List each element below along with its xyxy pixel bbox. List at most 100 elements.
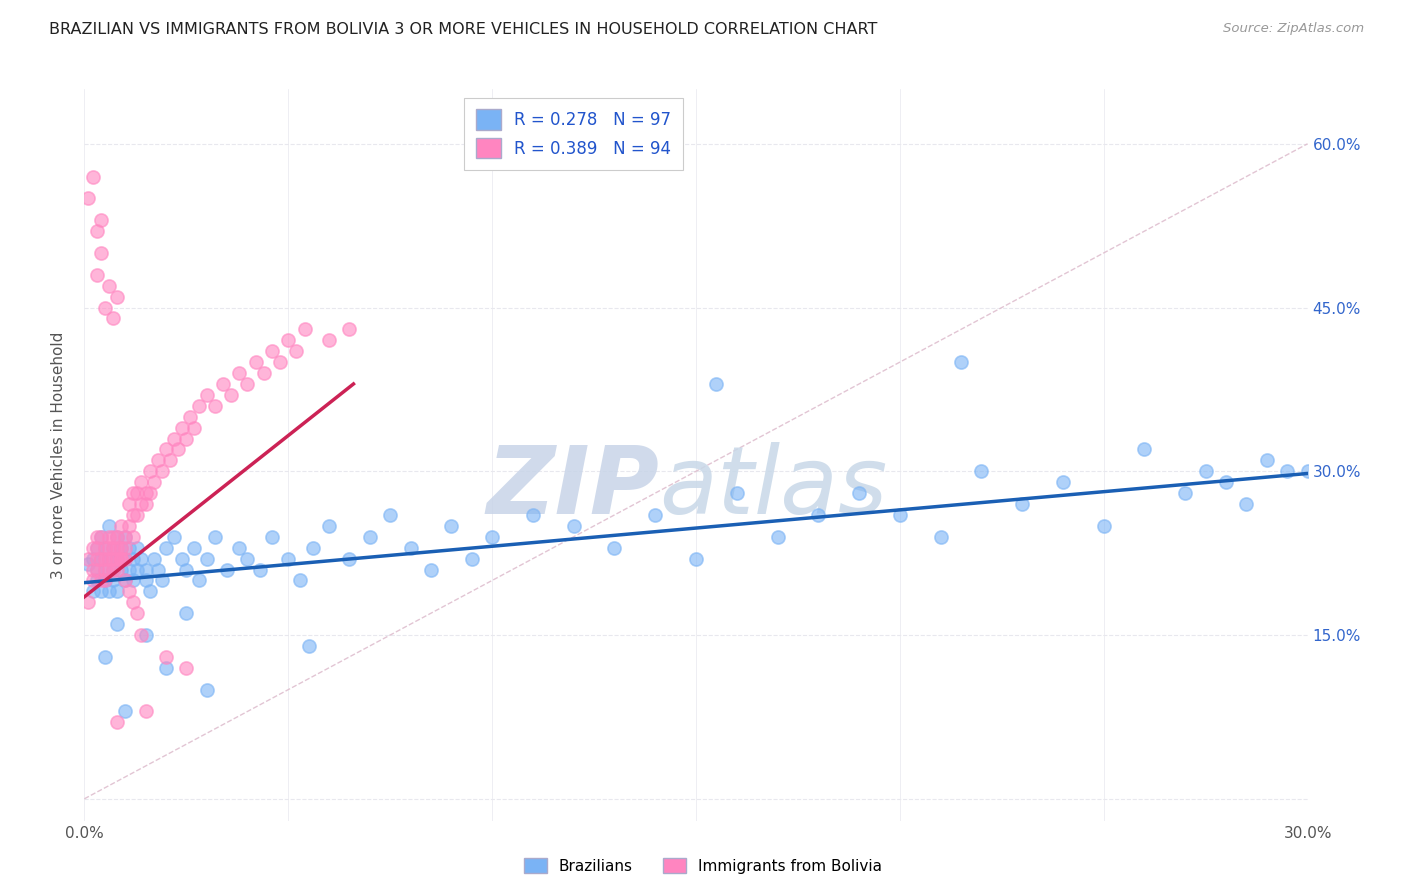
Point bbox=[127, 606, 149, 620]
Point bbox=[122, 530, 145, 544]
Point bbox=[118, 563, 141, 577]
Point bbox=[105, 584, 128, 599]
Point bbox=[195, 388, 218, 402]
Point bbox=[159, 453, 181, 467]
Point bbox=[114, 541, 136, 555]
Point bbox=[174, 563, 197, 577]
Point bbox=[179, 409, 201, 424]
Point bbox=[97, 519, 120, 533]
Text: atlas: atlas bbox=[659, 442, 887, 533]
Point bbox=[236, 376, 259, 391]
Point bbox=[269, 355, 291, 369]
Point bbox=[204, 530, 226, 544]
Point bbox=[82, 551, 104, 566]
Point bbox=[260, 530, 283, 544]
Point bbox=[318, 333, 340, 347]
Point bbox=[766, 530, 789, 544]
Point bbox=[135, 628, 157, 642]
Point bbox=[114, 551, 136, 566]
Point bbox=[187, 574, 209, 588]
Point bbox=[1092, 519, 1115, 533]
Point bbox=[1052, 475, 1074, 490]
Point bbox=[97, 551, 120, 566]
Point bbox=[90, 551, 112, 566]
Point bbox=[105, 563, 128, 577]
Point bbox=[155, 661, 177, 675]
Point bbox=[228, 541, 250, 555]
Point bbox=[86, 541, 108, 555]
Point bbox=[204, 399, 226, 413]
Point bbox=[110, 541, 132, 555]
Point bbox=[77, 191, 100, 205]
Point bbox=[90, 530, 112, 544]
Point bbox=[219, 388, 242, 402]
Point bbox=[359, 530, 381, 544]
Point bbox=[1215, 475, 1237, 490]
Point bbox=[105, 530, 128, 544]
Point bbox=[93, 301, 115, 315]
Point bbox=[101, 530, 124, 544]
Point bbox=[105, 551, 128, 566]
Point bbox=[195, 682, 218, 697]
Point bbox=[127, 563, 149, 577]
Point bbox=[135, 486, 157, 500]
Point bbox=[228, 366, 250, 380]
Point bbox=[172, 420, 194, 434]
Point bbox=[146, 453, 169, 467]
Point bbox=[90, 574, 112, 588]
Point bbox=[187, 399, 209, 413]
Point bbox=[155, 649, 177, 664]
Point bbox=[110, 541, 132, 555]
Point bbox=[970, 464, 993, 478]
Point bbox=[163, 432, 186, 446]
Point bbox=[82, 563, 104, 577]
Point bbox=[93, 574, 115, 588]
Point bbox=[86, 268, 108, 282]
Point bbox=[1133, 442, 1156, 457]
Point bbox=[93, 563, 115, 577]
Point bbox=[440, 519, 463, 533]
Point bbox=[135, 705, 157, 719]
Point bbox=[174, 432, 197, 446]
Point bbox=[118, 519, 141, 533]
Point bbox=[1236, 497, 1258, 511]
Point bbox=[685, 551, 707, 566]
Point bbox=[105, 617, 128, 632]
Point bbox=[122, 508, 145, 522]
Point bbox=[118, 497, 141, 511]
Point bbox=[298, 639, 321, 653]
Point bbox=[603, 541, 626, 555]
Point bbox=[97, 563, 120, 577]
Point bbox=[97, 278, 120, 293]
Point bbox=[481, 530, 503, 544]
Point bbox=[399, 541, 422, 555]
Point bbox=[82, 541, 104, 555]
Point bbox=[249, 563, 271, 577]
Point bbox=[644, 508, 666, 522]
Point bbox=[929, 530, 952, 544]
Point bbox=[101, 541, 124, 555]
Point bbox=[848, 486, 870, 500]
Point bbox=[127, 508, 149, 522]
Point bbox=[93, 541, 115, 555]
Point bbox=[217, 563, 239, 577]
Point bbox=[131, 475, 153, 490]
Point bbox=[522, 508, 544, 522]
Point bbox=[114, 530, 136, 544]
Point bbox=[155, 442, 177, 457]
Point bbox=[86, 574, 108, 588]
Point bbox=[146, 563, 169, 577]
Point bbox=[101, 311, 124, 326]
Point bbox=[122, 551, 145, 566]
Point bbox=[82, 574, 104, 588]
Point bbox=[86, 551, 108, 566]
Point bbox=[77, 557, 100, 571]
Point bbox=[97, 530, 120, 544]
Point bbox=[97, 584, 120, 599]
Point bbox=[86, 530, 108, 544]
Point bbox=[90, 530, 112, 544]
Point bbox=[150, 464, 173, 478]
Point bbox=[150, 574, 173, 588]
Point bbox=[131, 628, 153, 642]
Point bbox=[1195, 464, 1218, 478]
